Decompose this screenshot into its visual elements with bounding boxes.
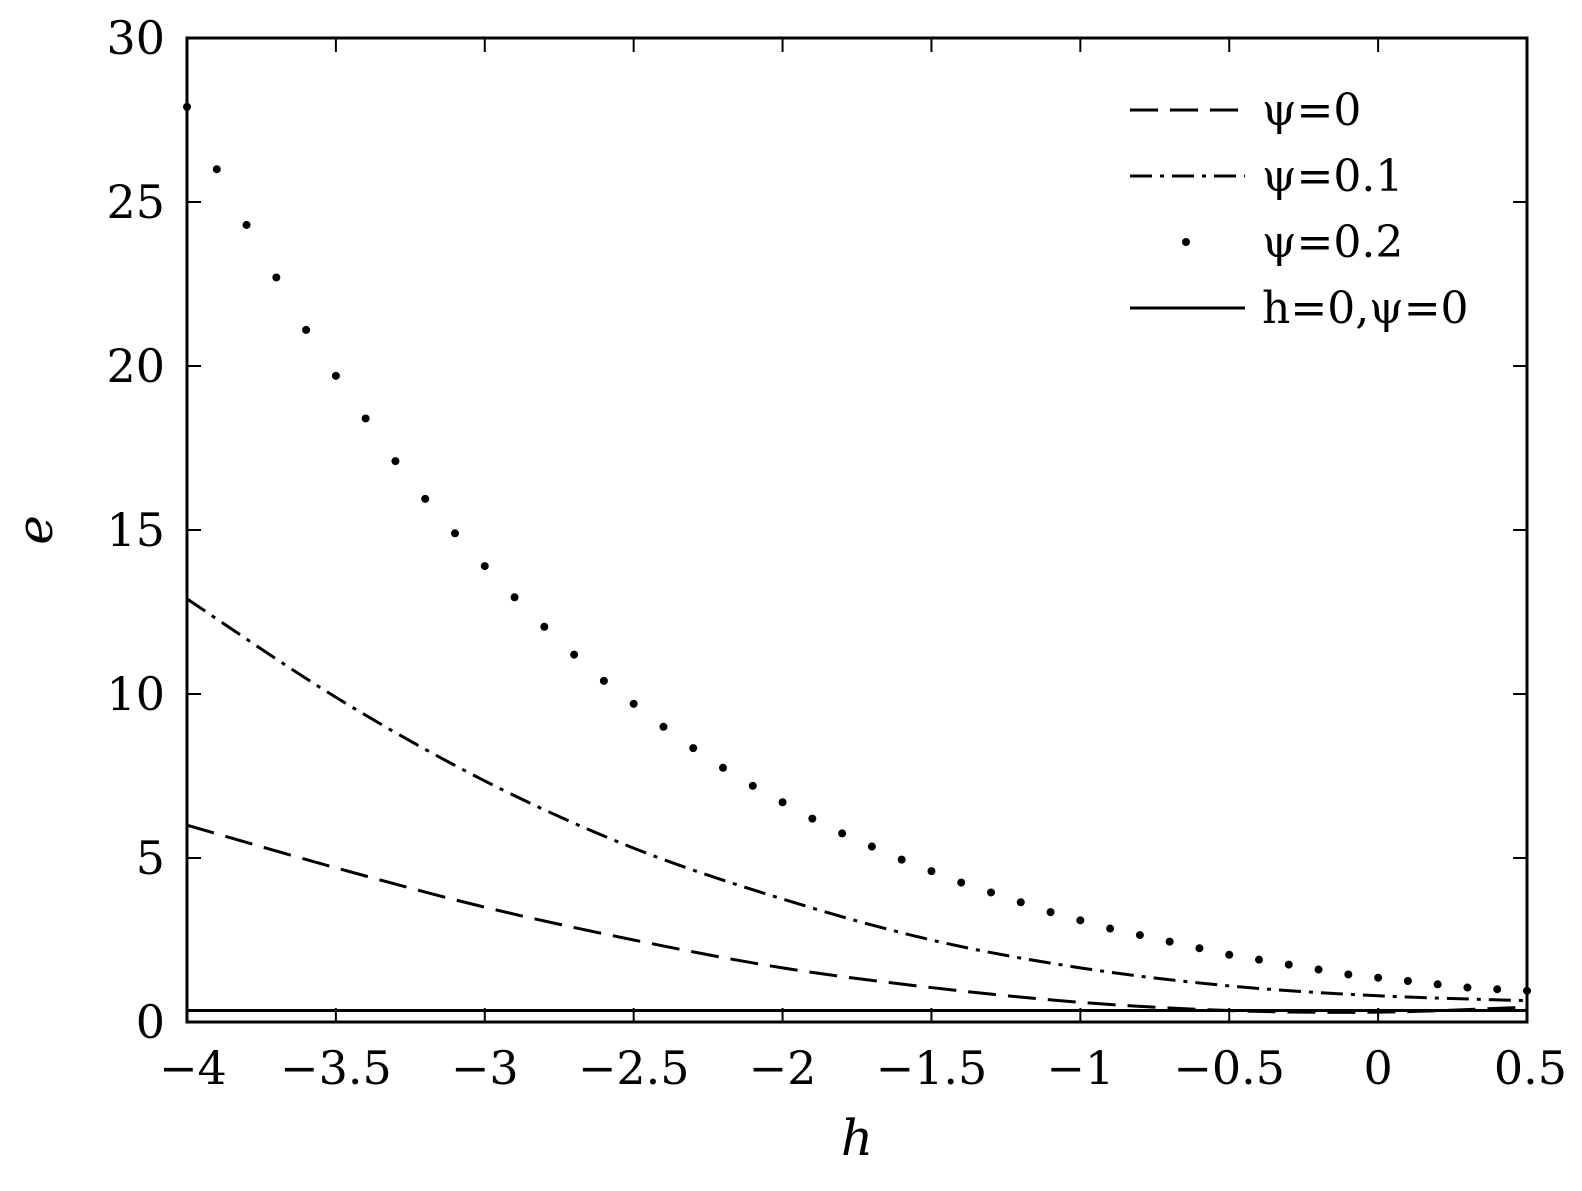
data-point [480, 562, 489, 571]
x-tick-label: 0.5 [1494, 1041, 1567, 1095]
data-point [1255, 955, 1263, 964]
data-point [361, 414, 370, 423]
x-tick-label: −4 [159, 1041, 227, 1095]
data-point [629, 699, 638, 708]
data-point [838, 829, 847, 838]
data-point [242, 220, 251, 229]
x-axis-label: h [841, 1109, 873, 1167]
data-point [570, 650, 579, 659]
y-tick-label: 15 [106, 503, 165, 557]
data-point [1135, 931, 1144, 940]
series-line-1 [186, 823, 1528, 1014]
data-point [1344, 970, 1353, 979]
series-psi-0.2 [183, 102, 1531, 995]
legend-label: ψ=0.2 [1262, 217, 1403, 268]
data-point [391, 457, 400, 466]
data-point [719, 763, 727, 772]
data-point [272, 273, 281, 282]
x-tick-label: −3 [451, 1041, 519, 1095]
x-tick-label: −1.5 [876, 1041, 988, 1095]
x-tick-label: −2 [749, 1041, 817, 1095]
data-point [808, 814, 817, 823]
data-point [1284, 960, 1293, 969]
data-point [1433, 980, 1442, 989]
data-point [867, 842, 876, 851]
legend-entry: ψ=0.1 [1130, 151, 1403, 202]
data-point [1314, 965, 1323, 974]
y-tick-label: 0 [136, 995, 165, 1049]
data-point [599, 676, 608, 685]
x-tick-label: −0.5 [1173, 1041, 1285, 1095]
y-tick-label: 20 [106, 339, 165, 393]
legend-entry: ψ=0.2 [1182, 217, 1403, 268]
y-tick-label: 25 [106, 175, 165, 229]
x-tick-label: −1 [1046, 1041, 1114, 1095]
data-point [1195, 944, 1204, 953]
legend: ψ=0 ψ=0.1 ψ=0.2 h=0,ψ=0 [1130, 85, 1469, 334]
x-tick-label: 0 [1363, 1041, 1392, 1095]
legend-label: h=0,ψ=0 [1262, 283, 1469, 334]
y-tick-label: 30 [106, 11, 165, 65]
data-point [421, 494, 430, 503]
data-point [748, 781, 757, 790]
data-point [540, 622, 549, 631]
data-point [1463, 983, 1472, 992]
x-tick-label: −3.5 [280, 1041, 392, 1095]
data-point [778, 798, 787, 807]
data-point [510, 593, 519, 602]
data-point [1165, 937, 1174, 946]
data-point [1374, 973, 1383, 982]
data-point [451, 529, 459, 538]
x-tick-label: −2.5 [578, 1041, 690, 1095]
ticks-layer: −4 −3.5 −3 −2.5 −2 −1.5 −1 −0.5 0 0.5 0 5 10 15 20 25 30 [106, 11, 1567, 1095]
y-tick-label: 10 [106, 667, 165, 721]
legend-entry: h=0,ψ=0 [1130, 283, 1469, 334]
data-point [1016, 898, 1025, 907]
legend-label: ψ=0 [1262, 85, 1361, 136]
data-point [897, 855, 906, 864]
data-point [659, 722, 668, 731]
data-point [1106, 924, 1115, 933]
data-point [1046, 908, 1055, 917]
data-point [1076, 916, 1085, 925]
data-point [957, 878, 966, 887]
y-axis-label: e [6, 515, 64, 545]
legend-entry: ψ=0 [1130, 85, 1361, 136]
data-point [302, 325, 311, 334]
data-point [1493, 985, 1502, 994]
data-point [987, 888, 995, 897]
data-point [331, 371, 340, 380]
y-tick-label: 5 [136, 831, 165, 885]
legend-label: ψ=0.1 [1262, 151, 1403, 202]
data-point [689, 744, 698, 753]
data-point [927, 867, 936, 876]
series-line-2 [186, 597, 1528, 1003]
series-layer [183, 102, 1531, 1014]
data-point [1403, 977, 1412, 985]
labels-layer: h e [6, 515, 873, 1167]
legend-swatch [1182, 238, 1190, 246]
data-point [212, 165, 221, 174]
data-point [1225, 950, 1234, 959]
